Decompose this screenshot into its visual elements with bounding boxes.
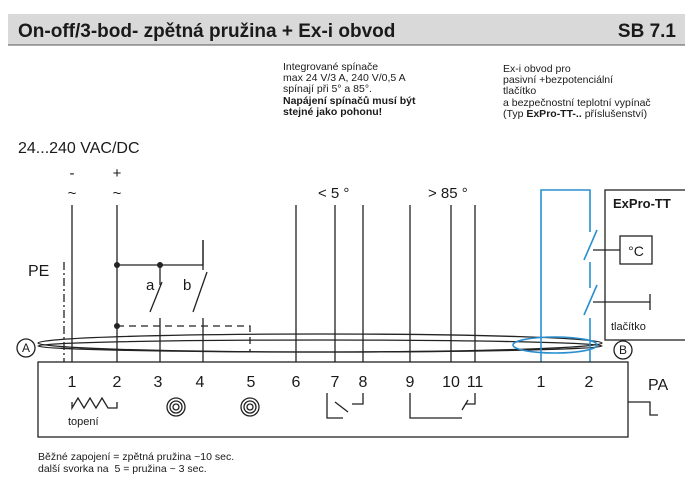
header-bar	[8, 14, 685, 45]
switch-label: a	[146, 277, 155, 294]
pe-label: PE	[28, 263, 49, 280]
terminal-number: 9	[406, 374, 415, 391]
note-line: (Typ ExPro-TT-.. příslušenství)	[503, 108, 647, 120]
terminal-number: 10	[442, 374, 460, 391]
marker-circle	[16, 338, 36, 358]
note-line: pasivní +bezpotenciální	[503, 74, 613, 86]
note-line: Integrované spínače	[283, 61, 378, 73]
minus: -	[70, 165, 75, 182]
note-line: Napájení spínačů musí být	[283, 95, 416, 107]
ac-symbol: ~	[68, 185, 77, 202]
note-line: spínají při 5° a 85°.	[283, 83, 372, 95]
thermostat-label: °C	[628, 243, 644, 259]
cable-ring	[37, 333, 603, 354]
pa-label: PA	[648, 377, 668, 394]
low-limit: < 5 °	[318, 185, 349, 202]
footer-line: další svorka na 5 = pružina ~ 3 sec.	[38, 463, 207, 475]
heater-label: topení	[68, 416, 99, 428]
switch-label: b	[183, 277, 191, 294]
note-line: max 24 V/3 A, 240 V/0,5 A	[283, 72, 406, 84]
plus: +	[113, 165, 122, 182]
button-label: tlačítko	[611, 321, 646, 333]
note-line: Ex-i obvod pro	[503, 63, 571, 75]
supply-label: 24...240 VAC/DC	[18, 140, 140, 157]
exi-wiring	[540, 189, 651, 362]
symbols	[71, 393, 658, 419]
terminal-number: 1	[68, 374, 77, 391]
header-title: On-off/3-bod- zpětná pružina + Ex-i obvo…	[18, 21, 395, 42]
terminal-number: 5	[247, 374, 256, 391]
terminal-number: 11	[467, 374, 484, 391]
terminal-number: 7	[331, 374, 340, 391]
cable-marker: B	[619, 343, 627, 357]
type-name: ExPro-TT-..	[526, 108, 582, 120]
ac-symbol: ~	[113, 185, 122, 202]
limit-note: Integrované spínače max 24 V/3 A, 240 V/…	[283, 61, 416, 118]
high-limit: > 85 °	[428, 185, 468, 202]
terminal-number: 1	[537, 374, 546, 391]
terminal-number: 8	[359, 374, 368, 391]
terminal-number: 2	[113, 374, 122, 391]
terminal-box	[37, 361, 629, 438]
expro-box	[604, 189, 685, 341]
terminal-number: 3	[154, 374, 163, 391]
terminal-number: 4	[196, 374, 205, 391]
exi-note: Ex-i obvod pro pasivní +bezpotenciální t…	[503, 63, 651, 120]
type-suffix: příslušenství)	[582, 108, 647, 120]
cable-marker: A	[22, 341, 30, 355]
marker-circle	[613, 340, 633, 360]
footer-line: Běžné zapojení = zpětná pružina ~10 sec.	[38, 451, 234, 463]
device-label: ExPro-TT	[613, 196, 671, 211]
note-line: tlačítko	[503, 85, 536, 97]
thermostat-box	[619, 235, 653, 265]
terminal-number: 6	[292, 374, 301, 391]
note-line: stejné jako pohonu!	[283, 106, 382, 118]
wires	[63, 205, 476, 362]
note-line: a bezpečnostní teplotní vypínač	[503, 97, 651, 109]
type-prefix: (Typ	[503, 108, 526, 120]
header-code: SB 7.1	[618, 21, 677, 42]
terminal-number: 2	[585, 374, 594, 391]
